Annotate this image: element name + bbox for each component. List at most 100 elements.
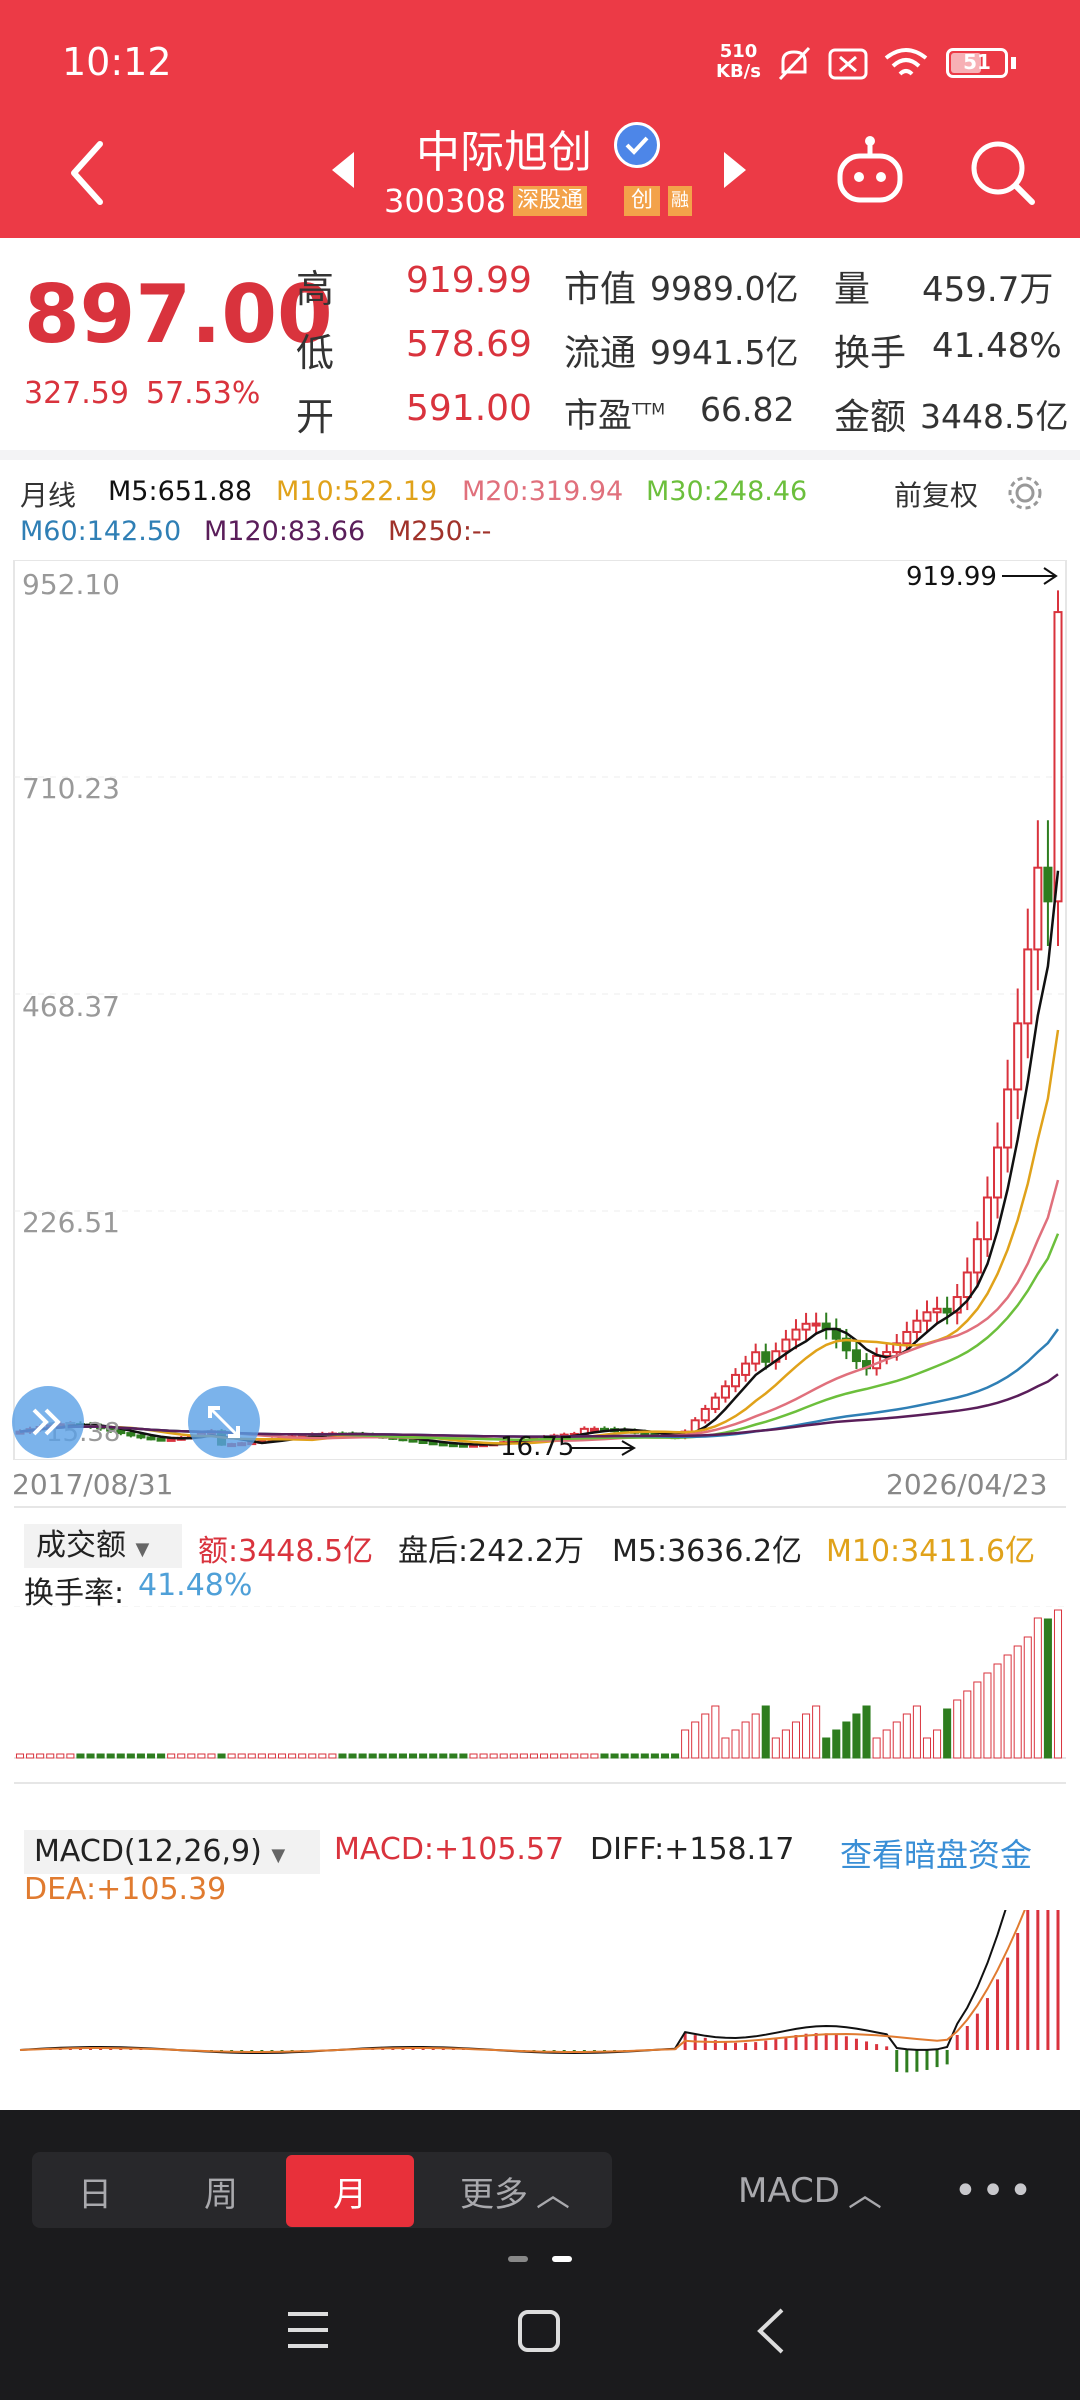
volume-bar (711, 1705, 720, 1759)
divider (0, 450, 1080, 460)
volume-bar (146, 1753, 156, 1759)
y-tick-3: 468.37 (22, 990, 120, 1023)
volume-indicator-label: 成交额 (36, 1528, 126, 1563)
candle-body (428, 1441, 438, 1446)
volume-bar (761, 1705, 770, 1759)
macd-indicator-label: MACD(12,26,9) (34, 1834, 262, 1869)
candle-body (751, 1351, 761, 1365)
candle-body (993, 1146, 1003, 1199)
kline-chart-area[interactable]: 月线 M5:651.88 M10:522.19 M20:319.94 M30:2… (0, 460, 1080, 2110)
macd-indicator-select[interactable]: MACD(12,26,9) ▼ (24, 1830, 320, 1874)
volume-bar (267, 1753, 276, 1759)
volume-bar (126, 1753, 135, 1759)
candle-body (1053, 611, 1063, 903)
prev-stock-icon[interactable] (330, 150, 356, 190)
volume-bar (1023, 1636, 1032, 1759)
high-marker-label: 919.99 (906, 562, 997, 592)
candle-body (962, 1271, 972, 1299)
wifi-icon (884, 48, 928, 76)
open-value: 591.00 (406, 388, 532, 429)
system-back-icon[interactable] (752, 2306, 792, 2356)
volume-bar (378, 1753, 387, 1759)
open-label: 开 (296, 395, 335, 439)
volume-m5: M5:3636.2亿 (612, 1534, 803, 1569)
verified-icon (614, 122, 660, 168)
ma5-line (19, 870, 1060, 1446)
volume-bar (106, 1753, 115, 1759)
volume-bar (439, 1753, 448, 1759)
next-stock-icon[interactable] (722, 150, 748, 190)
view-dark-pool-link[interactable]: 查看暗盘资金 (840, 1836, 1033, 1874)
volume-bar (570, 1753, 579, 1759)
volume-bar (409, 1753, 418, 1759)
gear-icon[interactable] (1006, 474, 1044, 512)
stock-name: 中际旭创 (416, 127, 592, 178)
tag-chinext: 创 (624, 186, 660, 216)
status-bar: 10:12 510 KB/s 51 (0, 0, 1080, 110)
pe-value: 66.82 (700, 390, 795, 429)
volume-bar (721, 1737, 730, 1759)
macd-chart[interactable] (0, 1910, 1080, 2090)
candle-body (791, 1328, 801, 1341)
high-label: 高 (296, 267, 335, 311)
tab-month[interactable]: 月 (286, 2155, 414, 2227)
volume-bar (1053, 1609, 1063, 1759)
candle-body (700, 1407, 710, 1422)
expand-button[interactable] (12, 1386, 84, 1458)
volume-bar (1003, 1654, 1012, 1759)
tab-day[interactable]: 日 (78, 2174, 112, 2215)
dropdown-icon: ▼ (271, 1845, 286, 1866)
price-chart[interactable] (0, 560, 1080, 1460)
volume-bar (640, 1753, 649, 1759)
more-options-icon[interactable]: ••• (953, 2168, 1037, 2214)
volume-bar (993, 1663, 1002, 1759)
volume-bar (953, 1699, 962, 1759)
candle-body (982, 1196, 992, 1241)
price-change-pct: 57.53% (146, 376, 261, 411)
volume-chart[interactable] (0, 1606, 1080, 1760)
date-start: 2017/08/31 (12, 1468, 174, 1501)
low-label: 低 (296, 331, 335, 375)
volume-indicator-select[interactable]: 成交额 ▼ (24, 1524, 182, 1568)
candle-body (851, 1349, 861, 1363)
robot-assistant-icon[interactable] (832, 134, 908, 210)
volume-bar (872, 1737, 881, 1759)
volume-bar (136, 1753, 145, 1759)
float-value: 9941.5亿 (650, 333, 799, 372)
volume-bar (882, 1729, 891, 1759)
back-icon[interactable] (62, 138, 112, 208)
ma60-label: M60:142.50 (20, 516, 182, 547)
dropdown-icon: ▼ (135, 1539, 150, 1560)
indicator-label: MACD (738, 2171, 840, 2211)
candle-body (710, 1396, 720, 1410)
divider (14, 1506, 1066, 1508)
volume-bar (217, 1753, 226, 1759)
search-icon[interactable] (966, 136, 1038, 208)
candle-body (1003, 1088, 1013, 1149)
volume-bar (540, 1753, 549, 1759)
volume-bar (892, 1721, 901, 1759)
volume-bar (902, 1713, 911, 1759)
candle-body (942, 1307, 952, 1314)
volume-bar (973, 1681, 982, 1759)
volume-bar (288, 1753, 297, 1759)
chevron-up-icon: ︿ (536, 2174, 570, 2215)
volume-bar (177, 1753, 186, 1759)
adjust-button[interactable]: 前复权 (894, 479, 979, 512)
menu-icon[interactable] (284, 2308, 332, 2352)
home-icon[interactable] (516, 2308, 562, 2354)
fullscreen-button[interactable] (188, 1386, 260, 1458)
volume-bar (308, 1753, 317, 1759)
volume-bar (26, 1753, 35, 1759)
volume-bar (56, 1753, 65, 1759)
tab-more[interactable]: 更多 ︿ (440, 2155, 590, 2227)
y-tick-4: 226.51 (22, 1206, 120, 1239)
high-value: 919.99 (406, 260, 532, 301)
indicator-select[interactable]: MACD ︿ (720, 2155, 900, 2227)
volume-bar (691, 1721, 700, 1759)
ma20-label: M20:319.94 (462, 476, 624, 507)
tab-week[interactable]: 周 (204, 2174, 238, 2215)
dea-value: DEA:+105.39 (24, 1872, 227, 1907)
volume-bar (802, 1713, 811, 1759)
tag-sz-connect: 深股通 (513, 186, 588, 216)
